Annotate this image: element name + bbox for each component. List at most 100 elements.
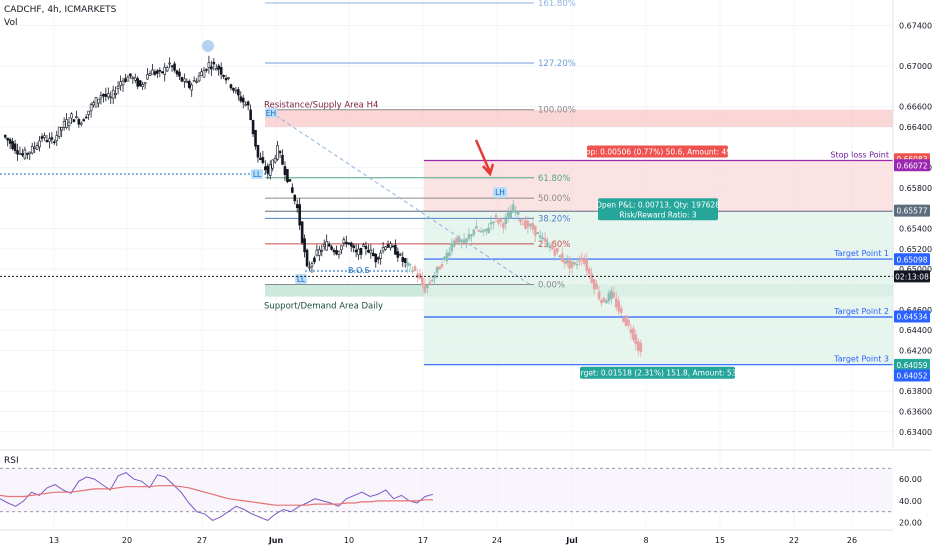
candle-body [391,245,395,248]
price-tick-label: 0.63600 [899,407,932,416]
candle-body [38,140,41,148]
position-tool[interactable]: Target Point 1 Target Point 2 Target Point… [265,145,893,379]
ll-box-1 [251,169,263,179]
candle-body [347,242,351,245]
time-tick-label: Jul [565,536,578,545]
candle-body [303,238,306,253]
candle-body [435,266,439,273]
candle-body [237,89,240,96]
resistance-zone-label: Resistance/Supply Area H4 [264,101,378,111]
candle-body [332,249,336,253]
ll-label-2: LL [297,275,306,284]
candle-body [165,67,169,72]
candle-body [362,244,365,247]
candle-body [256,144,260,158]
candle-body [551,243,554,250]
candle-body [109,96,113,99]
candle-body [428,281,432,284]
fib-label: 61.80% [538,174,570,184]
candle-body [205,68,208,71]
lh-box [493,187,507,198]
candle-body [416,273,419,278]
symbol-title: CADCHF, 4h, ICMARKETS [4,5,117,15]
price-tick-label: 0.66600 [899,103,932,112]
candle-body [369,249,373,254]
ll-label-1: LL [253,170,262,179]
candle-body [251,119,255,135]
candle-body [322,244,326,247]
candle-body [575,263,579,266]
candle-body [487,227,490,234]
candle-body [396,251,400,258]
candle-body [337,250,341,255]
candle-body [327,243,331,247]
price-tick-label: 0.64400 [899,326,932,335]
candle-body [227,77,230,79]
candle-body [354,249,358,253]
candle-body [173,63,176,71]
candle-body [597,292,601,300]
candle-body [583,259,586,264]
candle-body [97,98,100,104]
price-tick-label: 0.64600 [899,306,932,315]
candle-body [241,97,245,103]
candle-body [538,235,542,238]
candle-body [48,138,51,142]
candle-body [187,80,191,88]
fib-label: 0.00% [538,280,565,290]
candle-body [448,252,451,257]
candle-body [398,253,402,256]
candle-body [421,277,424,286]
rsi-tick-label: 40.00 [899,497,922,506]
rsi-tick-label: 60.00 [899,475,922,484]
price-tick-label: 0.64200 [899,346,932,355]
candle-body [6,137,9,141]
candle-body [595,283,598,290]
candle-body [558,255,562,258]
candle-body [386,244,390,248]
down-arrow-icon [474,139,495,177]
candle-body [443,256,446,260]
candle-body [286,169,289,183]
candle-body [197,75,201,82]
candle-body [519,219,522,223]
annotations: EH LL LL B.O.S LH [0,40,893,284]
risk-reward-text: Risk/Reward Ratio: 3 [619,210,697,219]
candle-body [214,68,218,71]
candle-body [281,155,284,165]
candle-body [72,119,76,123]
price-tick-label: 0.67000 [899,62,932,71]
candle-body [229,84,233,89]
candle-body [234,89,238,92]
candle-body [602,297,606,302]
candle-body [516,211,520,215]
candle-body [264,166,267,171]
fib-label: 38.20% [538,214,570,224]
candle-body [509,211,513,219]
candle-body [146,74,149,80]
price-tag [894,310,930,323]
candle-body [585,258,589,271]
price-tag [894,369,930,382]
fib-retracement[interactable]: 161.80% 127.20% 100.00% 61.80% 50.00% 38.20% 2… [265,0,576,290]
candle-body [8,139,12,144]
candle-body [465,238,468,243]
candle-body [536,232,540,234]
candle-body [283,166,287,175]
candle-body [190,84,194,91]
price-tag-label: 0.66072 [896,161,927,170]
candle-body [619,307,623,314]
candle-body [175,70,179,75]
candle-body [92,102,95,106]
candle-body [143,82,147,85]
price-tag-label: 0.65098 [896,255,927,264]
time-tick-label: 22 [789,536,799,545]
candle-body [295,204,299,209]
candle-body [556,247,559,252]
candle-body [33,146,36,149]
candle-body [310,263,314,267]
price-tick-label: 0.63400 [899,428,932,437]
candle-body [28,151,32,154]
